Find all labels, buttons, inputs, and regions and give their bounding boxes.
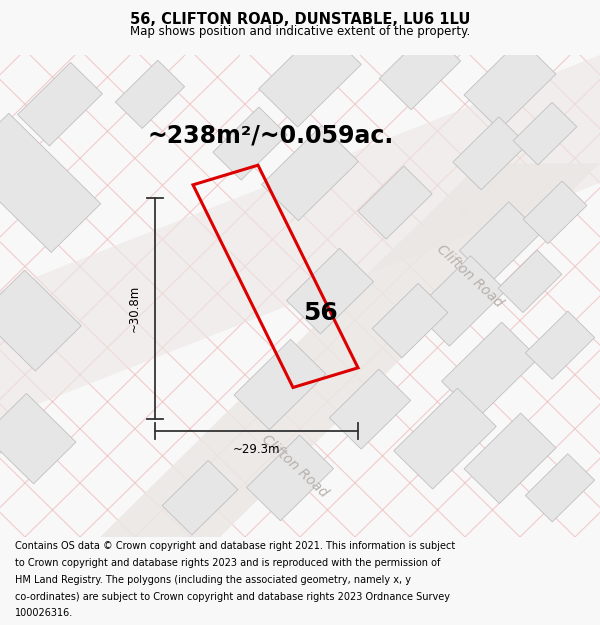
Polygon shape: [379, 30, 461, 110]
Polygon shape: [464, 39, 556, 130]
Text: co-ordinates) are subject to Crown copyright and database rights 2023 Ordnance S: co-ordinates) are subject to Crown copyr…: [15, 591, 450, 601]
Text: to Crown copyright and database rights 2023 and is reproduced with the permissio: to Crown copyright and database rights 2…: [15, 558, 440, 568]
Polygon shape: [259, 26, 361, 127]
Polygon shape: [100, 163, 600, 537]
Polygon shape: [526, 311, 595, 379]
Polygon shape: [262, 126, 358, 221]
Polygon shape: [115, 60, 185, 128]
Polygon shape: [234, 339, 326, 430]
Polygon shape: [247, 435, 334, 521]
Polygon shape: [394, 388, 496, 489]
Text: Clifton Road: Clifton Road: [259, 432, 331, 500]
Polygon shape: [358, 166, 432, 239]
Text: HM Land Registry. The polygons (including the associated geometry, namely x, y: HM Land Registry. The polygons (includin…: [15, 575, 411, 585]
Polygon shape: [453, 117, 527, 190]
Text: 56, CLIFTON ROAD, DUNSTABLE, LU6 1LU: 56, CLIFTON ROAD, DUNSTABLE, LU6 1LU: [130, 12, 470, 27]
Text: ~29.3m: ~29.3m: [233, 442, 280, 456]
Polygon shape: [442, 322, 538, 418]
Text: ~30.8m: ~30.8m: [128, 284, 141, 332]
Text: Map shows position and indicative extent of the property.: Map shows position and indicative extent…: [130, 26, 470, 39]
Polygon shape: [17, 62, 103, 146]
Text: Clifton Road: Clifton Road: [434, 242, 506, 311]
Polygon shape: [329, 369, 410, 449]
Text: 56: 56: [302, 301, 337, 325]
Polygon shape: [0, 393, 76, 484]
Polygon shape: [414, 256, 506, 346]
Polygon shape: [0, 270, 81, 371]
Polygon shape: [513, 102, 577, 165]
Polygon shape: [0, 113, 101, 253]
Polygon shape: [523, 181, 587, 244]
Polygon shape: [162, 461, 238, 535]
Text: ~238m²/~0.059ac.: ~238m²/~0.059ac.: [148, 124, 394, 148]
Polygon shape: [460, 202, 541, 282]
Text: Contains OS data © Crown copyright and database right 2021. This information is : Contains OS data © Crown copyright and d…: [15, 541, 455, 551]
Text: 100026316.: 100026316.: [15, 608, 73, 618]
Polygon shape: [372, 283, 448, 357]
Polygon shape: [526, 454, 595, 522]
Polygon shape: [287, 248, 373, 334]
Polygon shape: [0, 55, 600, 419]
Polygon shape: [464, 413, 556, 504]
Polygon shape: [498, 250, 562, 312]
Polygon shape: [213, 107, 287, 180]
